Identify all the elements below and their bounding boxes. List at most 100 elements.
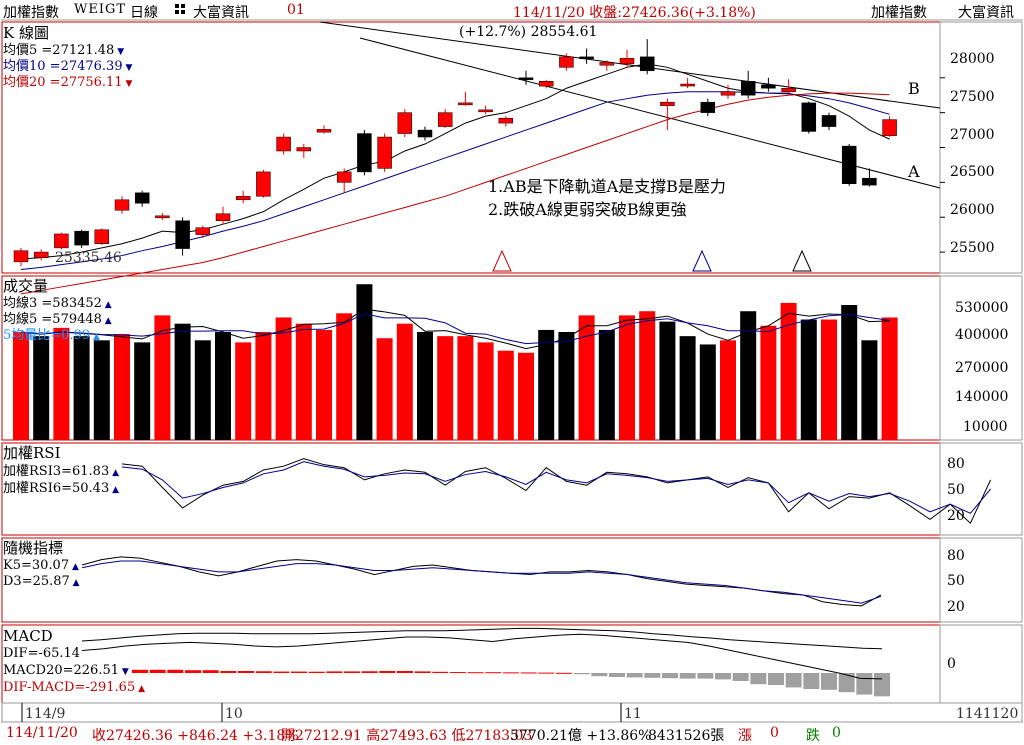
candle-body [54, 233, 69, 249]
volume-ytick: 140000 [955, 389, 1009, 405]
kd-line [81, 556, 882, 607]
grid-icon[interactable] [174, 2, 190, 22]
annotation-note-1: 1.AB是下降軌道A是支撐B是壓力 [488, 177, 726, 196]
macd-osc-bar [785, 673, 802, 688]
candle-body [377, 136, 392, 169]
volume-bar [255, 332, 272, 440]
vol-ma5-label: 均線5 =579448 ▲ [3, 312, 112, 327]
right-vendor-name: 大富資訊 [958, 5, 1014, 21]
macd20-label: MACD20=226.51 ▼ [3, 663, 129, 678]
page-number: 01 [287, 2, 305, 18]
volume-bar [598, 329, 615, 440]
volume-bar [881, 317, 898, 440]
macd-osc-bar [556, 672, 572, 674]
volume-bar [174, 323, 191, 440]
panel-frame [1, 537, 941, 623]
volume-bar [558, 332, 575, 440]
candle-body [33, 251, 49, 258]
macd-title: MACD [3, 627, 53, 645]
footer-ohl: 開27212.91 高27493.63 低27183.03 [281, 728, 533, 744]
volume-bar [73, 336, 90, 440]
macd-osc-bar [273, 671, 290, 673]
header-bar: 加權指數 WEIGT 日線 大富資訊 01 114/11/20 收盤:27426… [0, 0, 1024, 22]
kd-ytick: 50 [947, 573, 965, 589]
index-code: WEIGT [74, 2, 127, 17]
axis-frame [939, 442, 1023, 536]
volume-bar [356, 284, 373, 440]
line-b-label: B [908, 79, 920, 98]
candle-body [862, 177, 877, 186]
rsi-line [121, 458, 992, 525]
candle-body [316, 129, 332, 133]
kline-ytick: 26500 [950, 164, 995, 180]
rsi-ytick: 50 [947, 482, 965, 498]
macd-osc-bar [715, 673, 731, 680]
right-index-name: 加權指數 [871, 5, 927, 21]
candle-body [458, 102, 473, 106]
kd-line [81, 560, 882, 604]
candle-body [821, 115, 837, 127]
ma20-label: 均價20 =27756.11 ▼ [3, 75, 133, 90]
xaxis-frame [1, 702, 1023, 723]
candle-body [720, 91, 736, 96]
macd-osc-bar [644, 673, 661, 678]
volume-bar [336, 313, 353, 440]
kd-ytick: 20 [947, 599, 965, 615]
macd-osc-bar [626, 673, 643, 678]
low-price-label: 25335.46 [55, 250, 122, 266]
footer-down-count: 0 [832, 725, 841, 741]
rsi6-label: 加權RSI6=50.43 ▲ [3, 481, 120, 496]
axis-frame [939, 537, 1023, 623]
volume-bar [437, 336, 454, 440]
footer-date: 114/11/20 [6, 725, 78, 741]
footer-shares: 8431526張 [648, 728, 725, 744]
candle-body [538, 81, 554, 87]
volume-ytick: 530000 [955, 300, 1009, 316]
candle-body [599, 62, 615, 66]
ma-line [20, 92, 890, 295]
macd-osc-bar [821, 673, 837, 690]
kline-ytick: 26000 [950, 202, 995, 218]
candle-body [74, 230, 89, 246]
volume-bar [114, 334, 130, 440]
candle-body [296, 147, 312, 152]
candle-body [114, 199, 130, 211]
macd-osc-bar [238, 671, 254, 673]
volume-bar [800, 319, 817, 440]
kline-ytick: 28000 [950, 51, 995, 67]
close-quote: 114/11/20 收盤:27426.36(+3.18%) [513, 5, 756, 21]
candle-body [882, 119, 897, 136]
rsi-title: 加權RSI [3, 444, 61, 462]
macd-ytick: 0 [947, 656, 956, 672]
footer-bar: 114/11/20 收27426.36 +846.24 +3.18% 開2721… [0, 723, 1024, 745]
volume-bar [619, 315, 635, 440]
macd-osc-bar [220, 671, 237, 673]
dif-line [81, 633, 883, 680]
candle-body [417, 129, 433, 138]
volume-bar [134, 342, 151, 440]
macd-osc-bar [432, 671, 449, 673]
volume-bar [215, 332, 231, 440]
period-label[interactable]: 日線 [130, 5, 158, 21]
footer-up-count: 0 [770, 725, 779, 741]
macd-osc-bar [185, 670, 201, 673]
macd-osc-bar [838, 673, 855, 693]
candle-body [518, 77, 534, 81]
xaxis-end-date: 1141120 [956, 706, 1019, 722]
volume-bar [578, 315, 595, 440]
candle-body [680, 83, 695, 87]
volume-bar [417, 332, 433, 440]
macd-line [81, 627, 883, 650]
candle-body [134, 192, 150, 204]
macd-osc-bar [149, 669, 166, 673]
candle-body [559, 56, 574, 68]
volume-bar [720, 340, 736, 440]
volume-bar [457, 336, 474, 440]
candle-body [94, 229, 110, 244]
macd-osc-bar [697, 673, 714, 679]
xaxis-label-oct: 10 [225, 706, 243, 722]
macd-osc-bar [255, 671, 272, 673]
volume-bar [154, 315, 171, 440]
rsi-line [121, 461, 991, 514]
